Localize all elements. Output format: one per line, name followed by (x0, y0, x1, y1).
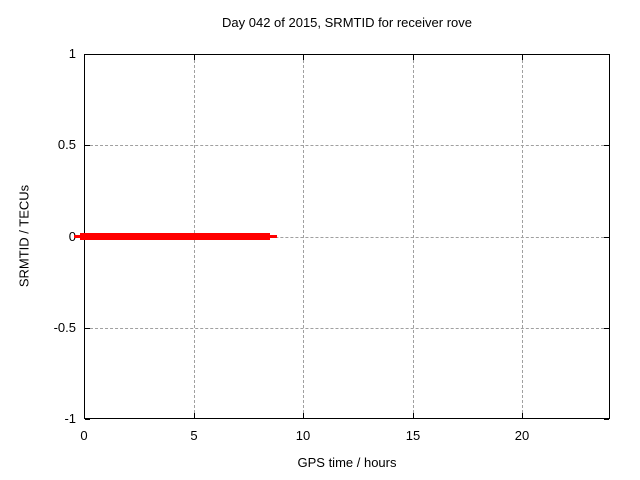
x-tick-bottom (84, 413, 85, 418)
x-tick-bottom (194, 413, 195, 418)
y-gridline (85, 237, 609, 238)
series-line (80, 233, 271, 240)
y-tick-left (85, 54, 90, 55)
y-tick-label: 0 (68, 229, 76, 244)
x-tick-bottom (303, 413, 304, 418)
y-tick-left (85, 419, 90, 420)
y-tick-right (604, 54, 609, 55)
y-tick-label: -0.5 (53, 320, 76, 335)
x-axis-label: GPS time / hours (297, 455, 397, 470)
y-tick-label: -1 (64, 411, 76, 426)
y-tick-label: 1 (68, 46, 76, 61)
y-gridline (85, 145, 609, 146)
y-gridline (85, 328, 609, 329)
x-tick-top (194, 55, 195, 60)
y-tick-right (604, 328, 609, 329)
x-tick-label: 20 (514, 428, 530, 443)
chart-title: Day 042 of 2015, SRMTID for receiver rov… (222, 15, 472, 30)
x-tick-top (413, 55, 414, 60)
x-tick-label: 5 (190, 428, 198, 443)
y-tick-right (604, 419, 609, 420)
y-tick-label: 0.5 (57, 137, 76, 152)
y-tick-right (604, 145, 609, 146)
x-gridline (413, 55, 414, 418)
x-tick-label: 10 (295, 428, 311, 443)
y-tick-right (604, 237, 609, 238)
x-tick-label: 15 (405, 428, 421, 443)
x-tick-bottom (413, 413, 414, 418)
x-tick-bottom (522, 413, 523, 418)
x-gridline (303, 55, 304, 418)
x-tick-top (303, 55, 304, 60)
x-tick-label: 0 (80, 428, 88, 443)
y-tick-left (85, 145, 90, 146)
x-gridline (522, 55, 523, 418)
y-tick-left (85, 328, 90, 329)
x-tick-top (84, 55, 85, 60)
x-tick-top (522, 55, 523, 60)
